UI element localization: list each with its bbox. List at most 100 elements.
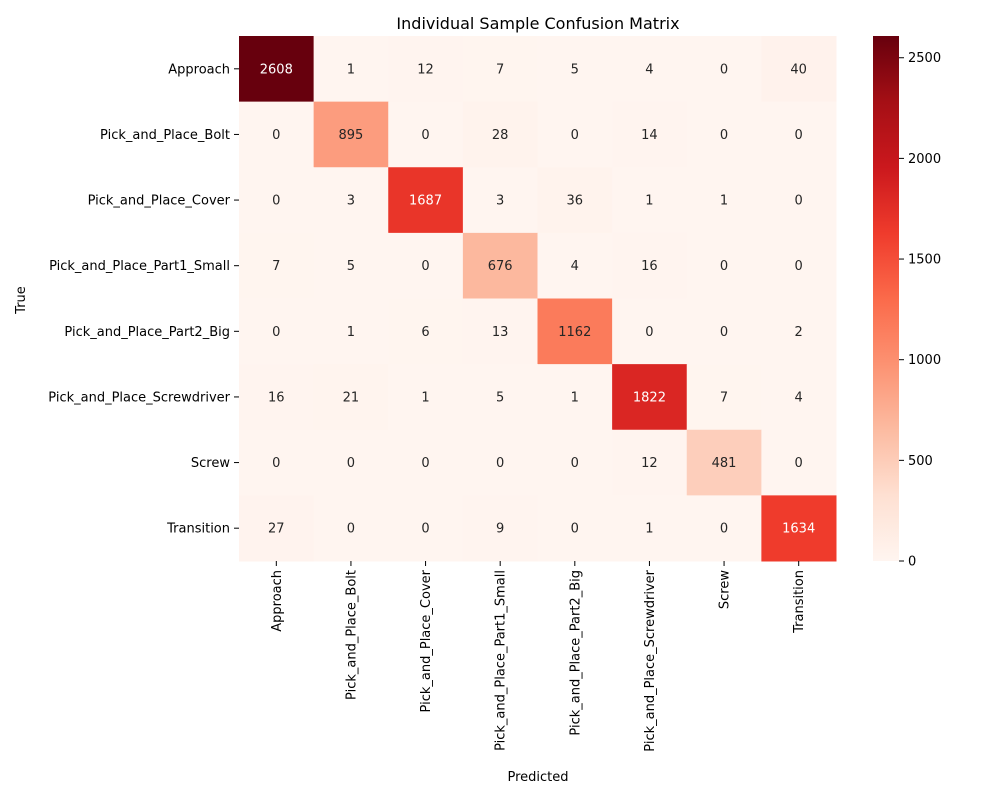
heatmap-cell	[612, 232, 688, 299]
y-tick-label: Transition	[166, 522, 230, 537]
heatmap-cells: 2608 1 12 7 5 4 0 400 895 0 28 0 14 0 00 3 1687 3 36 1 1 07 5 0…	[239, 36, 837, 562]
cell-value-label: 7	[496, 62, 504, 77]
heatmap-cell	[761, 232, 837, 299]
colorbar-gradient	[873, 36, 899, 561]
x-tick-label: Pick_and_Place_Part1_Small	[494, 570, 509, 751]
heatmap-cell	[686, 167, 762, 234]
cell-value-label: 5	[496, 390, 504, 405]
heatmap-cell	[462, 298, 538, 365]
heatmap-cell	[388, 101, 464, 168]
x-tick-label: Pick_and_Place_Bolt	[344, 570, 359, 700]
heatmap-cell	[462, 167, 538, 234]
heatmap-cell	[313, 101, 389, 168]
cell-value-label: 1	[720, 194, 728, 209]
cell-value-label: 0	[272, 128, 280, 143]
cell-value-label: 0	[795, 259, 803, 274]
cell-value-label: 0	[272, 325, 280, 340]
cell-value-label: 0	[496, 456, 504, 471]
heatmap-cell	[537, 364, 613, 431]
cell-value-label: 2608	[260, 62, 293, 77]
cell-value-label: 0	[421, 259, 429, 274]
cell-value-label: 0	[795, 128, 803, 143]
heatmap-cell	[612, 167, 688, 234]
cell-value-label: 7	[272, 259, 280, 274]
y-tick-label: Pick_and_Place_Part2_Big	[64, 325, 230, 340]
heatmap-cell	[388, 364, 464, 431]
heatmap-cell	[239, 232, 315, 299]
heatmap-cell	[388, 429, 464, 496]
cell-value-label: 3	[496, 194, 504, 209]
cell-value-label: 40	[790, 62, 807, 77]
heatmap-cell	[462, 101, 538, 168]
heatmap-cell	[612, 429, 688, 496]
colorbar-tick-label: 0	[908, 555, 916, 570]
heatmap-cell	[612, 364, 688, 431]
cell-value-label: 1	[347, 325, 355, 340]
y-tick-label: Approach	[168, 62, 230, 77]
heatmap-cell	[388, 495, 464, 562]
heatmap-cell	[612, 495, 688, 562]
colorbar-tick-label: 2000	[908, 152, 941, 167]
cell-value-label: 5	[571, 62, 579, 77]
heatmap-cell	[686, 495, 762, 562]
heatmap-cell	[761, 101, 837, 168]
y-axis-ticks: Approach Pick_and_Place_Bolt Pick_and_Plac…	[48, 62, 239, 537]
heatmap-cell	[462, 429, 538, 496]
heatmap-cell	[686, 232, 762, 299]
colorbar-tick-label: 2500	[908, 51, 941, 66]
heatmap-cell	[537, 495, 613, 562]
cell-value-label: 16	[268, 390, 285, 405]
cell-value-label: 0	[645, 325, 653, 340]
cell-value-label: 12	[417, 62, 434, 77]
cell-value-label: 12	[641, 456, 658, 471]
heatmap-cell	[612, 101, 688, 168]
heatmap-cell	[239, 364, 315, 431]
heatmap-cell	[761, 495, 837, 562]
heatmap-cell	[761, 364, 837, 431]
cell-value-label: 0	[571, 128, 579, 143]
cell-value-label: 21	[343, 390, 360, 405]
heatmap-cell	[612, 298, 688, 365]
cell-value-label: 36	[567, 194, 584, 209]
cell-value-label: 481	[712, 456, 737, 471]
cell-value-label: 13	[492, 325, 509, 340]
x-tick-label: Approach	[270, 570, 285, 632]
heatmap-cell	[612, 36, 688, 103]
cell-value-label: 0	[795, 194, 803, 209]
cell-value-label: 1	[347, 62, 355, 77]
cell-value-label: 1634	[782, 522, 815, 537]
heatmap-cell	[313, 429, 389, 496]
heatmap-cell	[761, 167, 837, 234]
heatmap-cell	[537, 101, 613, 168]
chart-title: Individual Sample Confusion Matrix	[396, 14, 679, 33]
cell-value-label: 2	[795, 325, 803, 340]
cell-value-label: 0	[421, 128, 429, 143]
heatmap-cell	[537, 167, 613, 234]
cell-value-label: 1	[645, 522, 653, 537]
colorbar: 0 500 1000 1500 2000 2500	[873, 36, 941, 570]
heatmap-cell	[462, 364, 538, 431]
heatmap-cell	[686, 364, 762, 431]
cell-value-label: 1687	[409, 194, 442, 209]
heatmap-cell	[462, 36, 538, 103]
cell-value-label: 0	[720, 325, 728, 340]
heatmap-cell	[239, 167, 315, 234]
heatmap-cell	[537, 429, 613, 496]
heatmap-cell	[313, 232, 389, 299]
cell-value-label: 6	[421, 325, 429, 340]
y-axis-label: True	[14, 286, 29, 315]
cell-value-label: 0	[720, 259, 728, 274]
heatmap-cell	[686, 101, 762, 168]
cell-value-label: 0	[720, 62, 728, 77]
y-tick-label: Pick_and_Place_Cover	[88, 194, 231, 209]
cell-value-label: 4	[795, 390, 803, 405]
cell-value-label: 676	[488, 259, 513, 274]
heatmap-cell	[313, 495, 389, 562]
heatmap-cell	[686, 429, 762, 496]
heatmap-cell	[388, 36, 464, 103]
cell-value-label: 9	[496, 522, 504, 537]
cell-value-label: 0	[347, 522, 355, 537]
cell-value-label: 5	[347, 259, 355, 274]
x-axis-label: Predicted	[507, 770, 568, 785]
